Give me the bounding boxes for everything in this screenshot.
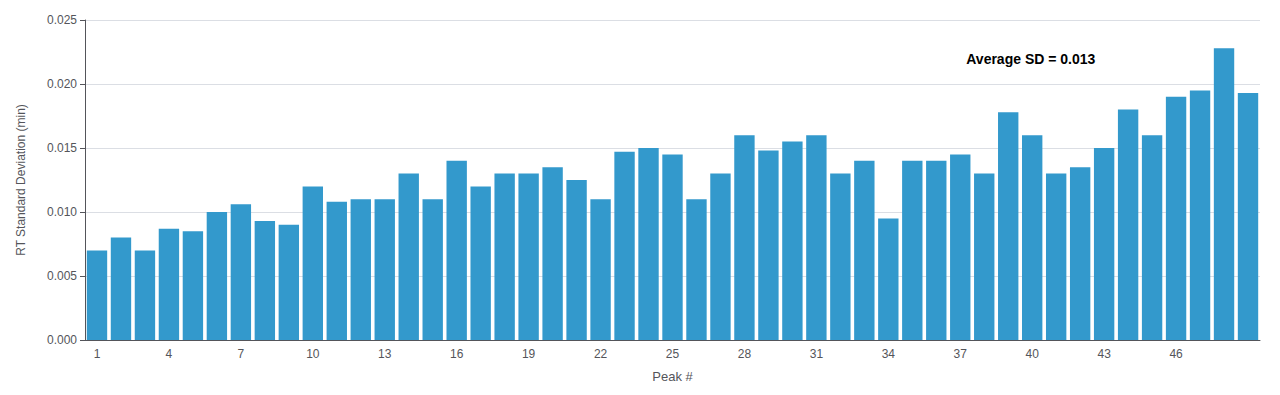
svg-text:37: 37 bbox=[954, 347, 968, 361]
svg-text:34: 34 bbox=[882, 347, 896, 361]
svg-text:4: 4 bbox=[166, 347, 173, 361]
svg-text:0.010: 0.010 bbox=[47, 205, 77, 219]
svg-text:31: 31 bbox=[810, 347, 824, 361]
svg-text:16: 16 bbox=[450, 347, 464, 361]
svg-text:28: 28 bbox=[738, 347, 752, 361]
svg-text:RT Standard Deviation (min): RT Standard Deviation (min) bbox=[14, 104, 28, 256]
svg-text:46: 46 bbox=[1169, 347, 1183, 361]
svg-text:0.000: 0.000 bbox=[47, 333, 77, 347]
svg-text:43: 43 bbox=[1097, 347, 1111, 361]
svg-text:Average SD = 0.013: Average SD = 0.013 bbox=[966, 51, 1095, 67]
svg-text:7: 7 bbox=[238, 347, 245, 361]
svg-text:0.025: 0.025 bbox=[47, 13, 77, 27]
svg-text:0.015: 0.015 bbox=[47, 141, 77, 155]
svg-text:22: 22 bbox=[594, 347, 608, 361]
svg-text:13: 13 bbox=[378, 347, 392, 361]
svg-text:25: 25 bbox=[666, 347, 680, 361]
svg-text:10: 10 bbox=[306, 347, 320, 361]
svg-text:19: 19 bbox=[522, 347, 536, 361]
svg-text:0.020: 0.020 bbox=[47, 77, 77, 91]
svg-text:40: 40 bbox=[1026, 347, 1040, 361]
svg-text:1: 1 bbox=[94, 347, 101, 361]
svg-text:0.005: 0.005 bbox=[47, 269, 77, 283]
svg-text:Peak #: Peak # bbox=[652, 369, 693, 384]
